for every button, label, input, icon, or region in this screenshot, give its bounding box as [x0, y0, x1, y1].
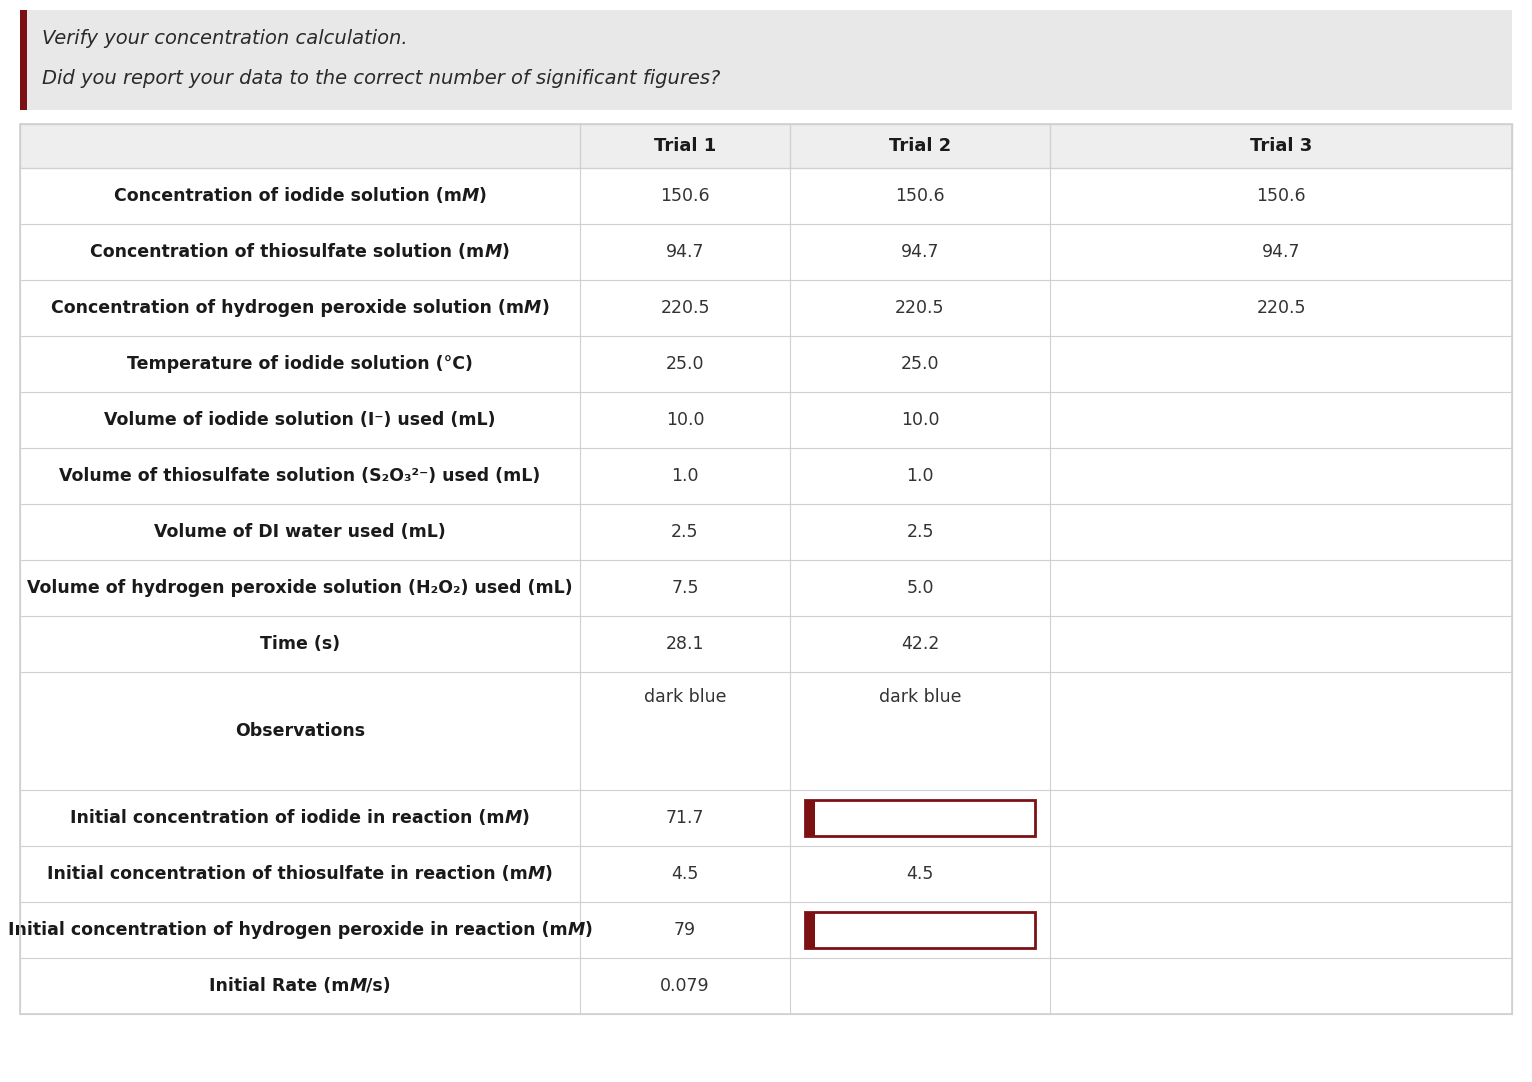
Bar [20, 790, 1512, 846]
Text: 0.079: 0.079 [660, 977, 709, 995]
Bar [20, 958, 1512, 1014]
Text: 1.0: 1.0 [907, 467, 933, 485]
Text: Volume of iodide solution (I⁻) used (mL): Volume of iodide solution (I⁻) used (mL) [104, 411, 496, 428]
Text: /s): /s) [366, 977, 391, 995]
Text: 10.0: 10.0 [901, 411, 939, 428]
Bar [804, 800, 1036, 836]
Text: Concentration of hydrogen peroxide solution (m: Concentration of hydrogen peroxide solut… [51, 299, 524, 317]
Text: 10.0: 10.0 [666, 411, 705, 428]
Text: Initial concentration of thiosulfate in reaction (m: Initial concentration of thiosulfate in … [47, 865, 529, 883]
Bar [804, 912, 815, 948]
Text: Observations: Observations [234, 722, 365, 740]
Bar [20, 10, 1512, 110]
Text: M: M [461, 187, 478, 204]
Text: 220.5: 220.5 [895, 299, 945, 317]
Bar [804, 912, 1036, 948]
Text: Time (s): Time (s) [260, 635, 340, 654]
Text: 2.5: 2.5 [671, 523, 699, 541]
Bar [20, 124, 1512, 1014]
Text: 150.6: 150.6 [895, 187, 945, 204]
Text: ): ) [545, 865, 553, 883]
Bar [804, 800, 815, 836]
Bar [20, 672, 1512, 790]
Text: Initial concentration of hydrogen peroxide in reaction (m: Initial concentration of hydrogen peroxi… [8, 921, 567, 939]
Text: 150.6: 150.6 [660, 187, 709, 204]
Text: Volume of DI water used (mL): Volume of DI water used (mL) [155, 523, 446, 541]
Text: M: M [524, 299, 541, 317]
Text: ): ) [478, 187, 487, 204]
Text: 1.0: 1.0 [671, 467, 699, 485]
Bar [20, 280, 1512, 337]
Text: Concentration of iodide solution (m: Concentration of iodide solution (m [113, 187, 461, 204]
Text: 94.7: 94.7 [1262, 243, 1301, 261]
Text: 7.5: 7.5 [671, 579, 699, 597]
Text: 150.6: 150.6 [1256, 187, 1305, 204]
Text: 28.1: 28.1 [666, 635, 705, 654]
Text: 4.5: 4.5 [907, 865, 933, 883]
Text: Volume of thiosulfate solution (S₂O₃²⁻) used (mL): Volume of thiosulfate solution (S₂O₃²⁻) … [60, 467, 541, 485]
Text: M: M [504, 809, 522, 827]
Text: 94.7: 94.7 [666, 243, 705, 261]
Bar [20, 392, 1512, 448]
Text: dark blue: dark blue [643, 688, 726, 705]
Text: M: M [529, 865, 545, 883]
Bar [20, 902, 1512, 958]
Text: Trial 3: Trial 3 [1250, 137, 1311, 155]
Bar [20, 616, 1512, 672]
Text: Initial Rate (m: Initial Rate (m [208, 977, 349, 995]
Text: Concentration of thiosulfate solution (m: Concentration of thiosulfate solution (m [90, 243, 484, 261]
Text: Trial 2: Trial 2 [889, 137, 951, 155]
Bar [20, 224, 1512, 280]
Text: 5.0: 5.0 [907, 579, 933, 597]
Text: M: M [484, 243, 502, 261]
Bar [20, 124, 1512, 168]
Bar [20, 560, 1512, 616]
Text: Volume of hydrogen peroxide solution (H₂O₂) used (mL): Volume of hydrogen peroxide solution (H₂… [28, 579, 573, 597]
Text: 25.0: 25.0 [901, 355, 939, 373]
Text: 94.7: 94.7 [901, 243, 939, 261]
Bar [20, 846, 1512, 902]
Text: 4.5: 4.5 [671, 865, 699, 883]
Text: M: M [567, 921, 585, 939]
Bar [20, 10, 28, 110]
Text: ): ) [502, 243, 510, 261]
Text: 25.0: 25.0 [666, 355, 705, 373]
Text: Did you report your data to the correct number of significant figures?: Did you report your data to the correct … [41, 68, 720, 88]
Text: 2.5: 2.5 [907, 523, 933, 541]
Text: Initial concentration of iodide in reaction (m: Initial concentration of iodide in react… [70, 809, 504, 827]
Bar [20, 337, 1512, 392]
Bar [20, 504, 1512, 560]
Text: Trial 1: Trial 1 [654, 137, 715, 155]
Text: 220.5: 220.5 [660, 299, 709, 317]
Bar [20, 448, 1512, 504]
Text: M: M [349, 977, 366, 995]
Text: 71.7: 71.7 [666, 809, 705, 827]
Text: ): ) [585, 921, 593, 939]
Text: Temperature of iodide solution (°C): Temperature of iodide solution (°C) [127, 355, 473, 373]
Bar [20, 168, 1512, 224]
Text: 79: 79 [674, 921, 696, 939]
Text: dark blue: dark blue [879, 688, 961, 705]
Text: 42.2: 42.2 [901, 635, 939, 654]
Text: Verify your concentration calculation.: Verify your concentration calculation. [41, 28, 408, 48]
Text: 220.5: 220.5 [1256, 299, 1305, 317]
Text: ): ) [522, 809, 530, 827]
Text: ): ) [541, 299, 548, 317]
